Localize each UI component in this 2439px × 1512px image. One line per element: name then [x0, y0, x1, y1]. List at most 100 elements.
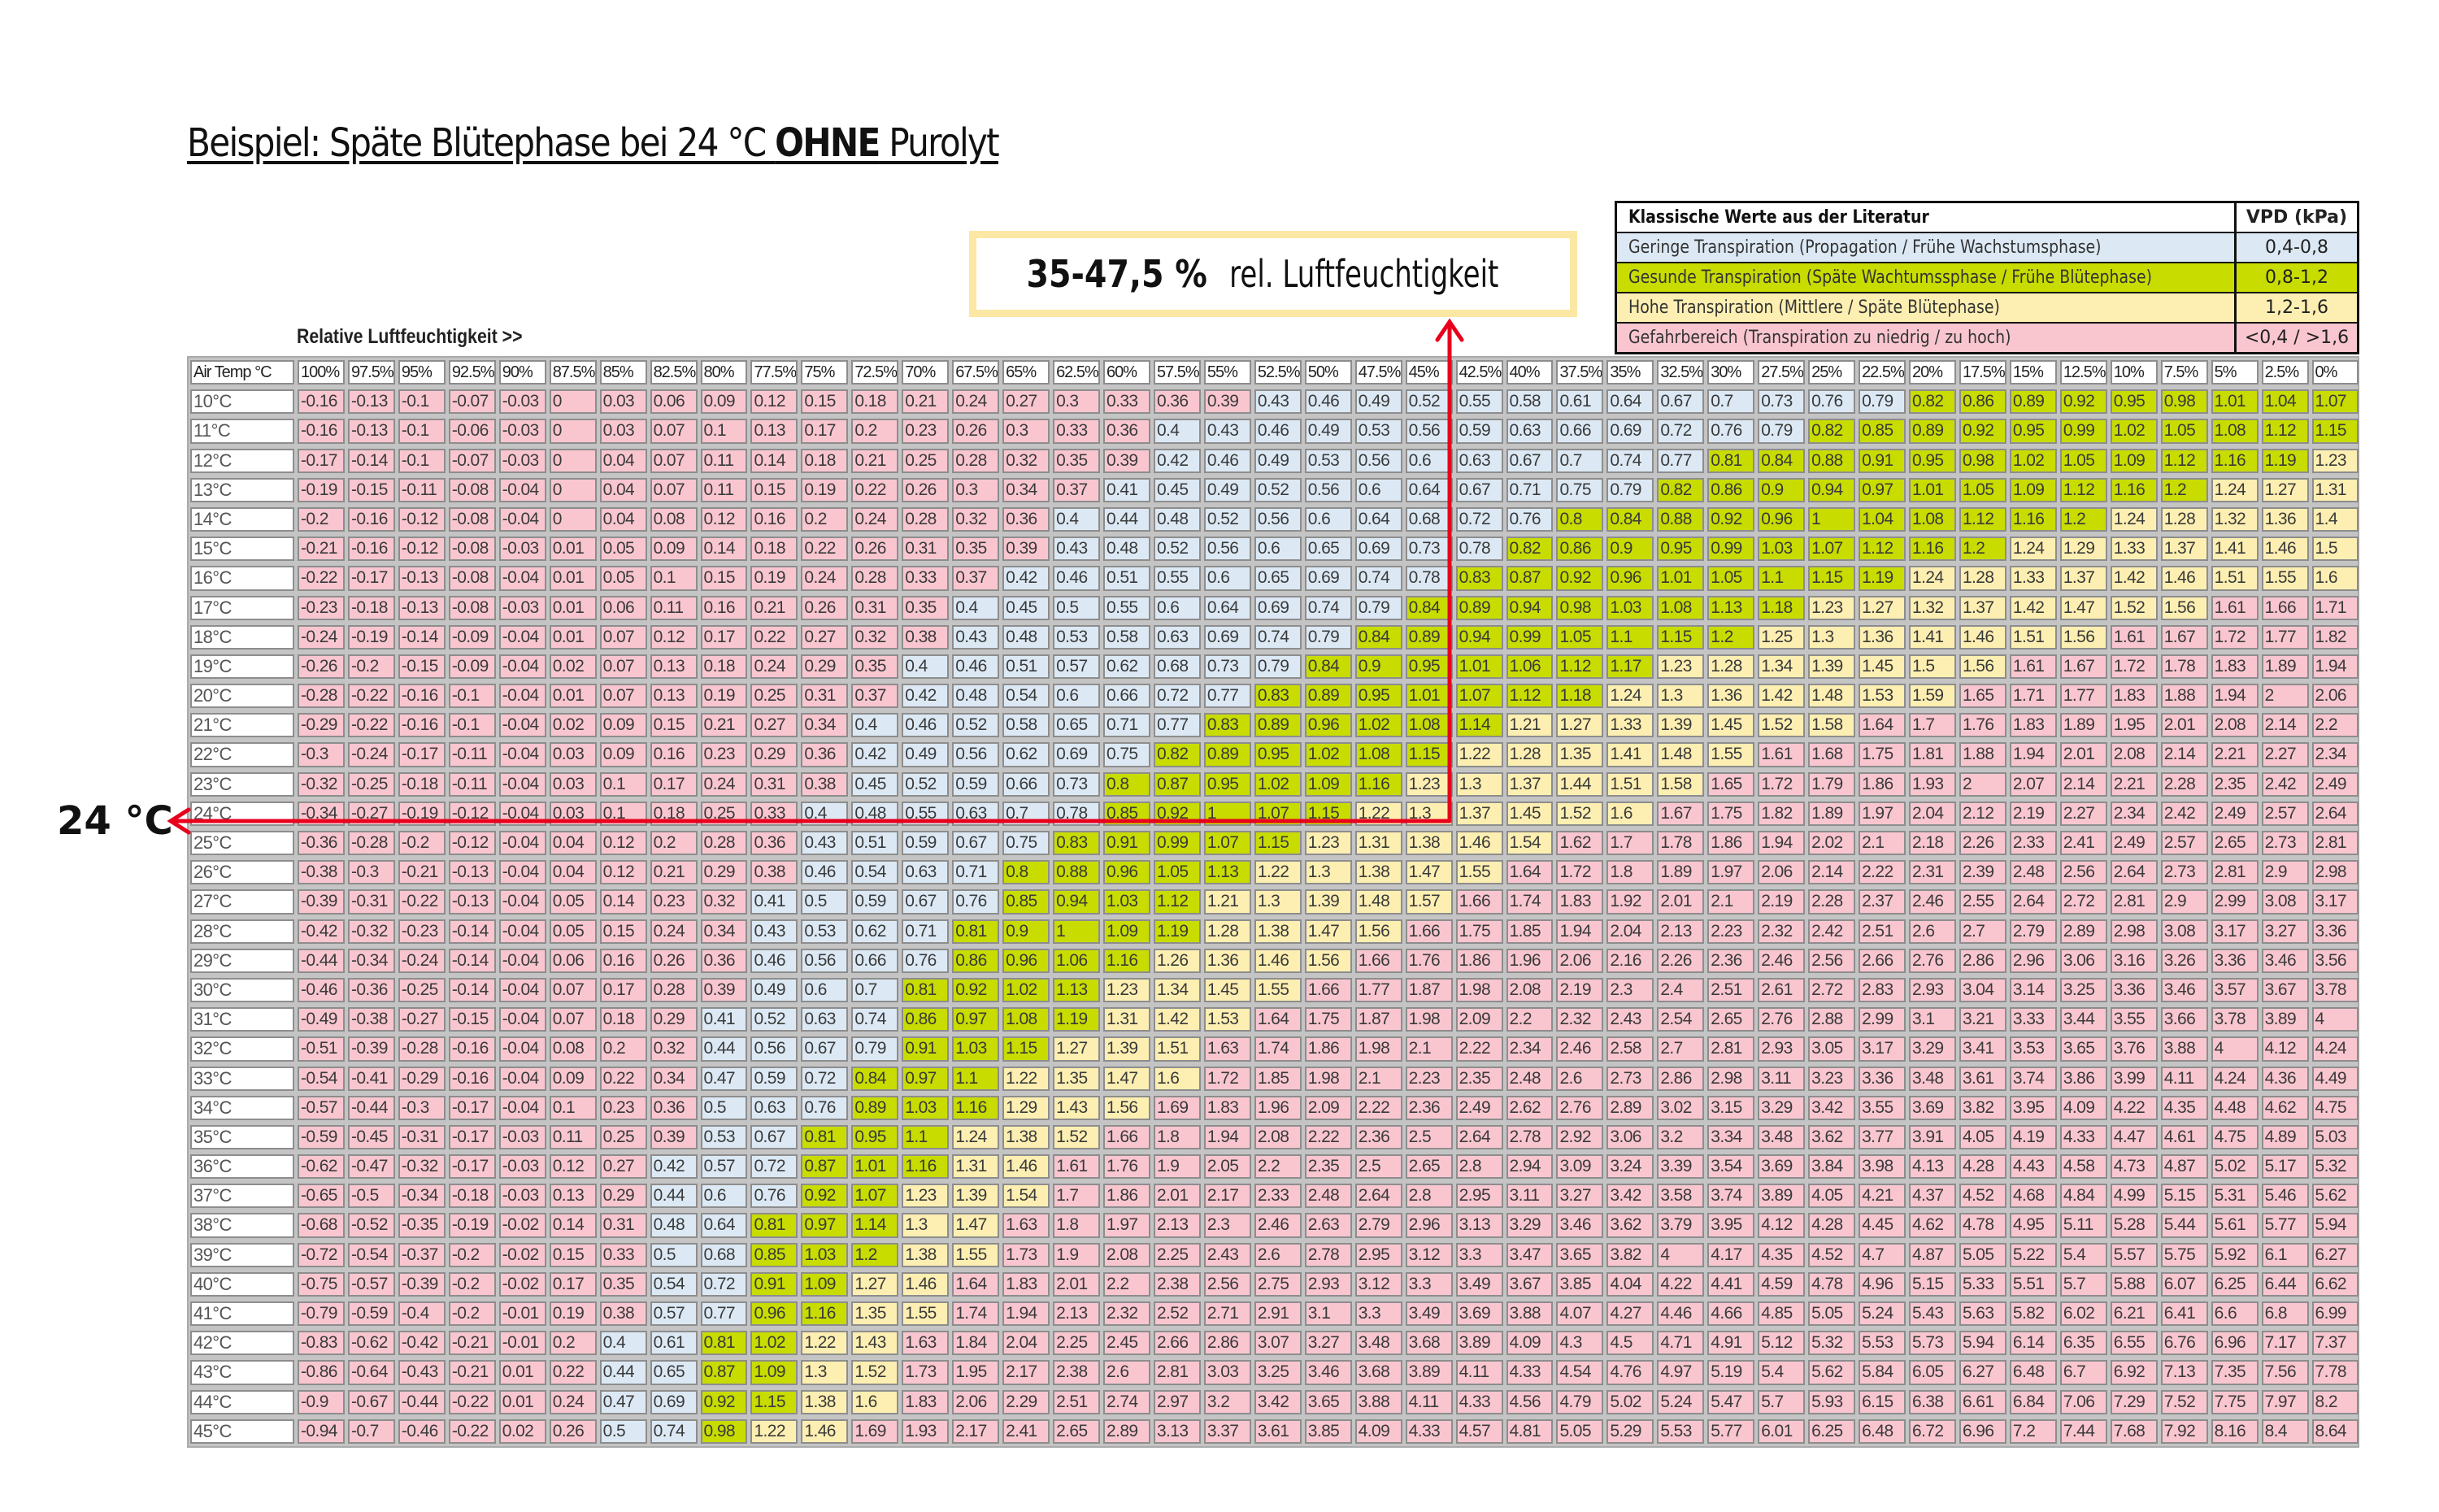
vpd-cell: 4.84 — [2059, 1184, 2107, 1209]
vpd-cell: 0.38 — [750, 860, 798, 885]
row-header: 12°C — [190, 448, 294, 473]
vpd-cell: 2.2 — [1254, 1154, 1302, 1180]
vpd-cell: 0.34 — [1002, 477, 1050, 502]
vpd-cell: 1.02 — [2009, 448, 2057, 473]
vpd-cell: 4.78 — [1959, 1213, 2006, 1238]
vpd-cell: 4.68 — [2009, 1184, 2057, 1209]
vpd-cell: 5.51 — [2009, 1271, 2057, 1297]
vpd-cell: 2.01 — [1053, 1271, 1100, 1297]
vpd-cell: 0.72 — [750, 1154, 798, 1180]
vpd-cell: 0.31 — [599, 1213, 647, 1238]
vpd-cell: 1.75 — [1455, 919, 1503, 944]
vpd-cell: 1.78 — [2160, 654, 2208, 680]
vpd-cell: 1.35 — [1053, 1066, 1100, 1091]
vpd-cell: -0.16 — [298, 389, 345, 415]
vpd-cell: 1.76 — [1405, 948, 1453, 973]
vpd-cell: -0.04 — [498, 566, 546, 591]
vpd-cell: 1.46 — [2261, 537, 2309, 562]
vpd-cell: 0.2 — [599, 1036, 647, 1062]
vpd-cell: 1.1 — [902, 1124, 950, 1150]
vpd-cell: 3.68 — [1405, 1331, 1453, 1356]
vpd-cell: 3.44 — [2059, 1007, 2107, 1032]
vpd-cell: 0.81 — [902, 977, 950, 1003]
vpd-cell: 0.12 — [700, 506, 748, 532]
vpd-cell: 2.14 — [1808, 860, 1856, 885]
vpd-cell: 2.52 — [1153, 1301, 1201, 1327]
humidity-range-text: rel. Luftfeuchtigkeit — [1228, 252, 1498, 296]
vpd-cell: 4.75 — [2211, 1124, 2259, 1150]
vpd-cell: 0.82 — [1808, 419, 1856, 444]
vpd-cell: 2 — [2261, 684, 2309, 709]
vpd-cell: 4.24 — [2311, 1036, 2359, 1062]
vpd-cell: 1.56 — [1959, 654, 2006, 680]
vpd-cell: 0.48 — [952, 684, 1000, 709]
column-header: 12.5% — [2059, 360, 2107, 385]
vpd-cell: 3.48 — [1758, 1124, 1806, 1150]
vpd-cell: -0.07 — [448, 389, 496, 415]
vpd-cell: 6.96 — [1959, 1419, 2006, 1444]
vpd-cell: 1.66 — [1103, 1124, 1150, 1150]
vpd-cell: 3.25 — [1254, 1360, 1302, 1385]
vpd-cell: -0.2 — [448, 1242, 496, 1267]
vpd-cell: 1.07 — [1808, 537, 1856, 562]
vpd-cell: 0.66 — [1556, 419, 1604, 444]
vpd-cell: 0.4 — [1153, 419, 1201, 444]
vpd-cell: 2.3 — [1203, 1213, 1251, 1238]
vpd-cell: 1.96 — [1254, 1095, 1302, 1120]
vpd-cell: 3.11 — [1506, 1184, 1554, 1209]
vpd-cell: 2.79 — [2009, 919, 2057, 944]
vpd-cell: 1.56 — [1354, 919, 1402, 944]
vpd-cell: 0.5 — [1053, 595, 1100, 620]
vpd-cell: -0.59 — [347, 1301, 395, 1327]
row-header: 20°C — [190, 684, 294, 709]
vpd-cell: 1.3 — [801, 1360, 849, 1385]
vpd-cell: 1.83 — [2009, 713, 2057, 738]
vpd-cell: 0.63 — [801, 1007, 849, 1032]
vpd-cell: 0.5 — [700, 1095, 748, 1120]
title-suffix: Purolyt — [879, 120, 1000, 166]
vpd-cell: 0.54 — [1002, 684, 1050, 709]
vpd-cell: 1.47 — [1304, 919, 1352, 944]
vpd-cell: 0.82 — [1657, 477, 1705, 502]
vpd-cell: 6.96 — [2211, 1331, 2259, 1356]
vpd-cell: 5.82 — [2009, 1301, 2057, 1327]
vpd-cell: 0.42 — [1002, 566, 1050, 591]
vpd-cell: 0.95 — [2110, 389, 2158, 415]
vpd-cell: 0.57 — [1053, 654, 1100, 680]
vpd-cell: 2.54 — [1657, 1007, 1705, 1032]
vpd-cell: 2.83 — [1859, 977, 1906, 1003]
vpd-cell: -0.32 — [298, 771, 345, 797]
vpd-cell: 1.55 — [952, 1242, 1000, 1267]
vpd-cell: -0.29 — [398, 1066, 446, 1091]
vpd-cell: 3.85 — [1304, 1419, 1352, 1444]
column-header: 20% — [1909, 360, 1956, 385]
vpd-cell: -0.02 — [498, 1271, 546, 1297]
vpd-cell: 3.29 — [1909, 1036, 1956, 1062]
vpd-cell: 3.24 — [1606, 1154, 1654, 1180]
legend-item-healthy: Gesunde Transpiration (Späte Wachtumssph… — [1617, 263, 2357, 293]
vpd-cell: -0.04 — [498, 506, 546, 532]
vpd-cell: 2.81 — [2211, 860, 2259, 885]
vpd-cell: 1.03 — [902, 1095, 950, 1120]
vpd-cell: 3.54 — [1707, 1154, 1755, 1180]
vpd-cell: 0.6 — [1354, 477, 1402, 502]
vpd-cell: -0.18 — [347, 595, 395, 620]
vpd-cell: 0.11 — [650, 595, 698, 620]
vpd-cell: 1.05 — [1556, 624, 1604, 650]
vpd-cell: 0.67 — [952, 831, 1000, 856]
vpd-cell: -0.13 — [347, 389, 395, 415]
vpd-cell: 0.91 — [750, 1271, 798, 1297]
vpd-cell: 1.2 — [2160, 477, 2208, 502]
vpd-cell: 0.95 — [1657, 537, 1705, 562]
legend-header: Klassische Werte aus der Literatur VPD (… — [1617, 203, 2357, 233]
vpd-cell: 0.44 — [599, 1360, 647, 1385]
vpd-cell: -0.03 — [498, 1184, 546, 1209]
vpd-cell: 0.6 — [801, 977, 849, 1003]
vpd-cell: 1.66 — [1455, 889, 1503, 915]
vpd-cell: 3.27 — [1556, 1184, 1604, 1209]
vpd-cell: 0.88 — [1808, 448, 1856, 473]
vpd-cell: 0.35 — [1053, 448, 1100, 473]
vpd-cell: 0.57 — [700, 1154, 748, 1180]
vpd-cell: 1.03 — [952, 1036, 1000, 1062]
vpd-cell: 0.83 — [1203, 713, 1251, 738]
